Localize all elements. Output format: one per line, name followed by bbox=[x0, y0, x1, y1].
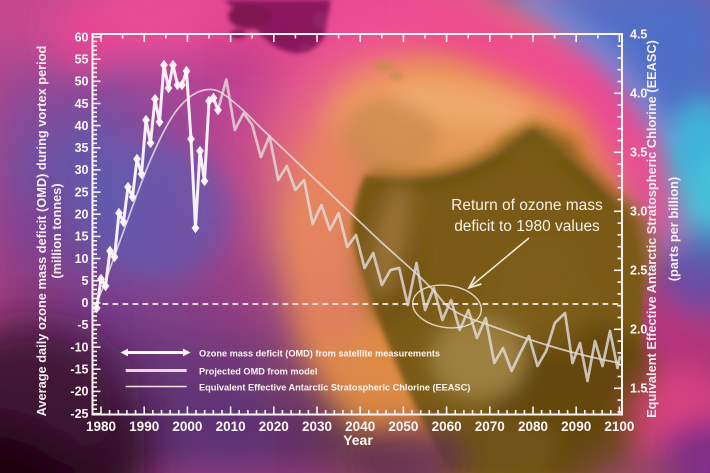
svg-text:1990: 1990 bbox=[129, 419, 159, 434]
svg-text:2.0: 2.0 bbox=[630, 323, 647, 337]
svg-text:60: 60 bbox=[75, 30, 89, 44]
svg-text:20: 20 bbox=[75, 208, 89, 222]
svg-text:deficit to 1980 values: deficit to 1980 values bbox=[454, 218, 600, 235]
svg-text:Equivalent Effective Antarctic: Equivalent Effective Antarctic Stratosph… bbox=[644, 40, 659, 418]
svg-text:2010: 2010 bbox=[216, 419, 246, 434]
svg-text:50: 50 bbox=[75, 75, 89, 89]
svg-text:40: 40 bbox=[75, 119, 89, 133]
svg-text:Equivalent Effective Antarctic: Equivalent Effective Antarctic Stratosph… bbox=[199, 382, 470, 392]
svg-text:Ozone mass deficit (OMD) from: Ozone mass deficit (OMD) from satellite … bbox=[199, 348, 440, 358]
svg-text:35: 35 bbox=[75, 141, 89, 155]
svg-text:5: 5 bbox=[82, 274, 89, 288]
svg-text:2050: 2050 bbox=[388, 419, 418, 434]
svg-text:3.5: 3.5 bbox=[630, 146, 647, 160]
svg-text:Year: Year bbox=[343, 432, 373, 448]
svg-text:-20: -20 bbox=[70, 385, 88, 399]
svg-text:15: 15 bbox=[75, 230, 89, 244]
svg-text:2030: 2030 bbox=[302, 419, 332, 434]
svg-text:10: 10 bbox=[75, 252, 89, 266]
svg-text:3.0: 3.0 bbox=[630, 205, 647, 219]
svg-text:0: 0 bbox=[82, 296, 89, 310]
svg-text:45: 45 bbox=[75, 97, 89, 111]
svg-text:1.5: 1.5 bbox=[630, 382, 647, 396]
svg-text:2020: 2020 bbox=[259, 419, 289, 434]
svg-text:Average daily ozone mass defic: Average daily ozone mass deficit (OMD) d… bbox=[34, 46, 49, 417]
svg-text:Return of ozone mass: Return of ozone mass bbox=[451, 197, 603, 214]
svg-text:-15: -15 bbox=[70, 363, 88, 377]
svg-text:-5: -5 bbox=[77, 318, 88, 332]
svg-text:(parts per billion): (parts per billion) bbox=[666, 177, 681, 282]
svg-text:(million tonnes): (million tonnes) bbox=[49, 183, 64, 278]
svg-text:-10: -10 bbox=[70, 340, 88, 354]
svg-text:30: 30 bbox=[75, 163, 89, 177]
svg-text:4.5: 4.5 bbox=[630, 28, 647, 42]
svg-text:Projected OMD from model: Projected OMD from model bbox=[199, 366, 317, 376]
svg-text:2080: 2080 bbox=[518, 419, 548, 434]
svg-text:2100: 2100 bbox=[604, 419, 634, 434]
svg-text:2.5: 2.5 bbox=[630, 264, 647, 278]
svg-text:25: 25 bbox=[75, 185, 89, 199]
svg-text:55: 55 bbox=[75, 53, 89, 67]
svg-text:2060: 2060 bbox=[432, 419, 462, 434]
svg-text:2090: 2090 bbox=[561, 419, 591, 434]
svg-text:2000: 2000 bbox=[172, 419, 202, 434]
svg-text:2070: 2070 bbox=[475, 419, 505, 434]
svg-text:-25: -25 bbox=[70, 407, 88, 421]
svg-text:1980: 1980 bbox=[86, 419, 116, 434]
svg-text:2040: 2040 bbox=[345, 419, 375, 434]
svg-text:4.0: 4.0 bbox=[630, 87, 647, 101]
